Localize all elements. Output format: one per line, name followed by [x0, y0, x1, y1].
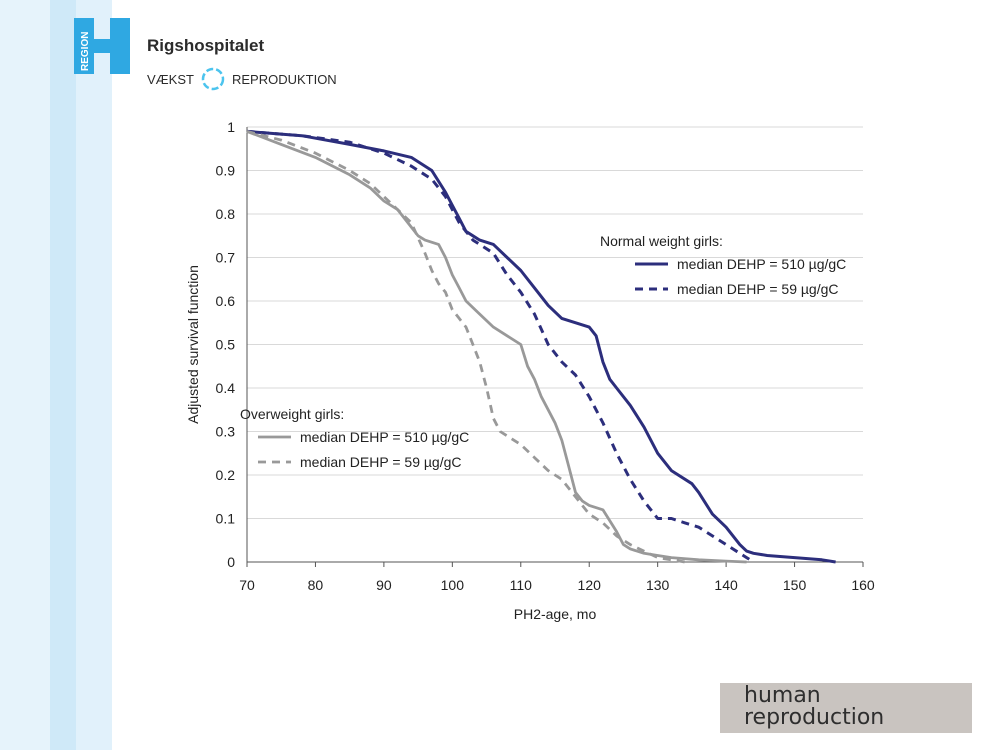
legend-normal-entry-510: median DEHP = 510 µg/gC	[677, 256, 846, 272]
x-tick-labels: 70 80 90 100 110 120 130 140 150 160	[239, 562, 875, 593]
y-tick-label: 0.8	[216, 206, 236, 222]
journal-line-2: reproduction	[744, 705, 885, 730]
series-lines	[246, 129, 836, 564]
series-line-overweight-solid	[246, 130, 747, 564]
y-tick-label: 0.5	[216, 337, 236, 353]
department-line: VÆKST REPRODUKTION	[147, 66, 337, 92]
y-tick-label: 0.9	[216, 163, 236, 179]
x-tick-label: 110	[510, 577, 533, 593]
series-line-overweight-dashed	[246, 130, 686, 564]
x-tick-label: 70	[239, 577, 255, 593]
department-right: REPRODUKTION	[231, 71, 337, 87]
legend-normal-title: Normal weight girls:	[600, 233, 723, 249]
axes	[246, 127, 863, 563]
journal-name: human reproduction	[744, 685, 884, 729]
x-tick-label: 80	[308, 577, 324, 593]
x-tick-label: 90	[376, 577, 392, 593]
y-tick-label: 0.3	[216, 424, 236, 440]
legend-normal: Normal weight girls: median DEHP = 510 µ…	[600, 233, 846, 297]
y-tick-label: 1	[227, 119, 235, 135]
region-h-logo: REGION	[74, 18, 130, 74]
legend-overweight: Overweight girls: median DEHP = 510 µg/g…	[240, 406, 469, 470]
legend-overweight-entry-510: median DEHP = 510 µg/gC	[300, 429, 469, 445]
y-tick-label: 0	[227, 554, 235, 570]
y-tick-label: 0.6	[216, 293, 236, 309]
x-tick-label: 150	[783, 577, 807, 593]
y-tick-label: 0.7	[216, 250, 236, 266]
legend-normal-entry-59: median DEHP = 59 µg/gC	[677, 281, 839, 297]
y-tick-label: 0.1	[216, 511, 236, 527]
journal-logo: human reproduction	[720, 683, 972, 733]
y-tick-label: 0.4	[216, 380, 236, 396]
ring-icon	[201, 67, 225, 91]
series-line-normal-solid	[246, 129, 836, 564]
x-tick-label: 160	[851, 577, 875, 593]
x-axis-label: PH2-age, mo	[514, 606, 597, 622]
x-tick-label: 100	[441, 577, 465, 593]
x-tick-label: 120	[578, 577, 602, 593]
survival-chart: 0 0.1 0.2 0.3 0.4 0.5 0.6 0.7 0.8 0.9 1 70 80 90 100 1…	[185, 119, 875, 622]
legend-overweight-entry-59: median DEHP = 59 µg/gC	[300, 454, 462, 470]
x-tick-label: 130	[646, 577, 670, 593]
journal-line-1: human	[744, 683, 821, 708]
y-axis-label: Adjusted survival function	[185, 265, 201, 424]
x-tick-label: 140	[714, 577, 738, 593]
left-band-inner	[76, 0, 112, 750]
hospital-name: Rigshospitalet	[147, 36, 265, 55]
left-band-light	[0, 0, 50, 750]
department-left: VÆKST	[147, 71, 194, 87]
y-tick-labels: 0 0.1 0.2 0.3 0.4 0.5 0.6 0.7 0.8 0.9 1	[216, 119, 236, 570]
y-tick-label: 0.2	[216, 467, 236, 483]
legend-overweight-title: Overweight girls:	[240, 406, 344, 422]
logo-text: REGION	[80, 32, 91, 71]
gridlines	[247, 126, 863, 519]
left-band-mid	[50, 0, 76, 750]
series-line-normal-dashed	[246, 129, 755, 564]
